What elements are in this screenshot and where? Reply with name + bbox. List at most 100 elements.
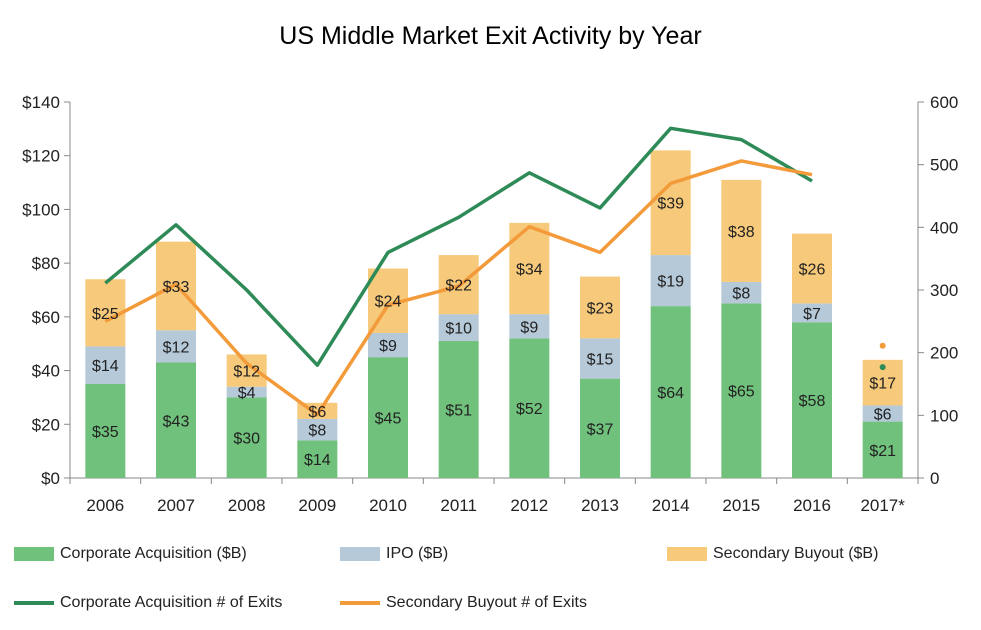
bar-segment — [721, 179, 762, 282]
bar-segment — [792, 303, 832, 323]
legend-item-ipo: IPO ($B) — [340, 545, 448, 563]
bar-data-label: $7 — [803, 306, 821, 323]
bar-segment — [156, 362, 196, 478]
series-line — [104, 126, 813, 367]
bar-segment — [580, 276, 620, 339]
legend-label-secondary-exits: Secondary Buyout # of Exits — [386, 594, 587, 611]
bar-segment — [792, 322, 832, 478]
x-tick-label: 2006 — [86, 496, 124, 515]
bar-segment — [509, 338, 550, 478]
bar-segment — [580, 378, 620, 478]
bar-segment — [226, 397, 267, 478]
bar-segment — [650, 306, 691, 478]
legend-swatch-secondary-buyout — [667, 547, 707, 561]
bar-data-label: $14 — [92, 358, 119, 375]
bar-data-label: $37 — [587, 421, 614, 438]
bar-data-label: $6 — [308, 404, 326, 421]
x-tick-label: 2016 — [793, 496, 831, 515]
legend-item-corporate-acquisition: Corporate Acquisition ($B) — [14, 545, 247, 563]
bar-segment — [650, 255, 691, 307]
chart-lines — [104, 126, 886, 417]
bar-data-label: $25 — [92, 306, 119, 323]
bar-segment — [226, 386, 267, 398]
bar-data-label: $34 — [516, 262, 543, 279]
legend-item-secondary-buyout: Secondary Buyout ($B) — [667, 545, 878, 563]
bar-data-label: $6 — [874, 407, 892, 424]
legend-item-corporate-exits: Corporate Acquisition # of Exits — [14, 594, 282, 612]
legend-item-secondary-exits: Secondary Buyout # of Exits — [340, 594, 587, 612]
bar-data-label: $26 — [799, 262, 826, 279]
bar-data-label: $23 — [587, 300, 614, 317]
left-tick-label: $120 — [22, 147, 60, 166]
bar-data-label: $64 — [657, 385, 684, 402]
bar-data-label: $33 — [163, 279, 190, 296]
bar-data-label: $52 — [516, 401, 543, 418]
right-tick-label: 600 — [930, 93, 958, 112]
bar-data-label: $22 — [445, 278, 472, 295]
x-tick-label: 2012 — [510, 496, 548, 515]
bar-data-label: $43 — [163, 413, 190, 430]
bar-data-label: $9 — [379, 338, 397, 355]
left-tick-label: $60 — [32, 308, 60, 327]
bar-segment — [85, 384, 126, 478]
bar-segment — [721, 281, 762, 304]
x-tick-label: 2010 — [369, 496, 407, 515]
left-tick-label: $20 — [32, 415, 60, 434]
bar-segment — [297, 418, 338, 441]
left-tick-label: $0 — [41, 469, 60, 488]
bar-segment — [862, 421, 903, 478]
legend-label-corporate-acquisition: Corporate Acquisition ($B) — [60, 545, 247, 562]
right-tick-label: 0 — [930, 469, 939, 488]
bar-data-label: $10 — [445, 321, 472, 338]
bar-data-label: $15 — [587, 351, 614, 368]
bar-segment — [226, 354, 267, 387]
bar-data-label: $24 — [375, 294, 402, 311]
chart-bars — [85, 150, 903, 478]
bar-data-label: $58 — [799, 393, 826, 410]
right-tick-label: 300 — [930, 281, 958, 300]
bar-data-label: $39 — [657, 196, 684, 213]
bar-data-label: $4 — [238, 385, 256, 402]
bar-segment — [297, 440, 338, 478]
x-tick-label: 2007 — [157, 496, 195, 515]
bar-data-label: $12 — [163, 339, 190, 356]
bar-segment — [721, 303, 762, 478]
chart-title: US Middle Market Exit Activity by Year — [279, 22, 702, 50]
left-tick-label: $80 — [32, 254, 60, 273]
x-tick-label: 2013 — [581, 496, 619, 515]
legend-label-secondary-buyout: Secondary Buyout ($B) — [713, 545, 879, 562]
left-tick-label: $140 — [22, 93, 60, 112]
series-line — [104, 159, 813, 417]
bar-segment — [792, 233, 832, 304]
series-point — [879, 364, 886, 371]
bar-segment — [438, 341, 479, 478]
series-point — [879, 342, 886, 349]
bar-segment — [509, 314, 550, 339]
legend-swatch-secondary-exits — [340, 601, 380, 605]
x-tick-label: 2014 — [652, 496, 690, 515]
chart-axes: $0 $20 $40 $60 $80 $100 $120 $140 0 100 200 300 400 5… — [22, 93, 958, 515]
bar-data-label: $38 — [728, 224, 755, 241]
bar-segment — [368, 332, 408, 358]
x-tick-label: 2015 — [722, 496, 760, 515]
bar-data-label: $35 — [92, 424, 119, 441]
bar-data-label: $19 — [657, 274, 684, 291]
right-tick-label: 100 — [930, 406, 958, 425]
legend-swatch-corporate-exits — [14, 601, 54, 605]
bar-segment — [156, 330, 196, 363]
legend-swatch-ipo — [340, 547, 380, 561]
bar-segment — [862, 405, 903, 422]
bar-data-label: $30 — [233, 431, 260, 448]
legend-label-ipo: IPO ($B) — [386, 545, 449, 562]
bar-data-label: $17 — [869, 376, 896, 393]
right-tick-label: 200 — [930, 344, 958, 363]
bar-data-label: $8 — [732, 286, 750, 303]
right-tick-label: 400 — [930, 218, 958, 237]
bar-segment — [85, 346, 126, 384]
bar-data-label: $12 — [233, 364, 260, 381]
bar-data-label: $65 — [728, 384, 755, 401]
bar-segment — [580, 338, 620, 379]
bar-segment — [438, 314, 479, 342]
left-tick-label: $100 — [22, 200, 60, 219]
bar-data-label: $51 — [445, 403, 472, 420]
